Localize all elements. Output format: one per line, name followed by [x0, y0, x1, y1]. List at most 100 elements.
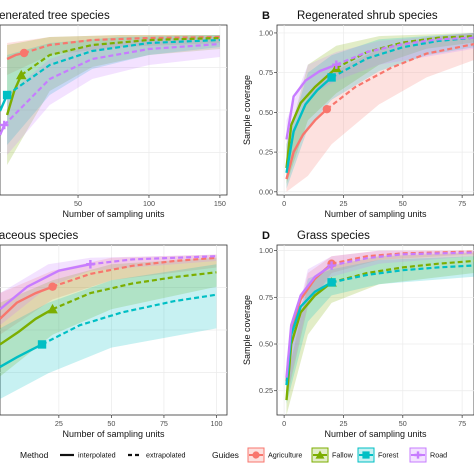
panel-letter: B	[262, 10, 270, 22]
y-axis-label: Sample coverage	[242, 295, 252, 365]
legend-guides-title: Guides	[212, 450, 239, 460]
x-tick-label: 0	[282, 419, 286, 428]
legend-marker-agriculture	[252, 451, 260, 459]
y-tick-label: 0.50	[259, 108, 273, 117]
x-axis-label: Number of sampling units	[62, 209, 165, 219]
x-tick-label: 75	[458, 199, 466, 208]
plot-content	[285, 250, 474, 415]
x-axis-label: Number of sampling units	[62, 429, 165, 439]
x-axis-label: Number of sampling units	[324, 209, 427, 219]
x-tick-label: 25	[339, 199, 347, 208]
legend-extrapolated-label: extrapolated	[146, 451, 186, 460]
legend-marker-forest	[362, 451, 370, 459]
interpolated-line-road	[285, 63, 337, 140]
extrapolated-line-fallow	[52, 271, 217, 311]
extrapolated-line-forest	[331, 36, 474, 79]
x-tick-label: 25	[55, 419, 63, 428]
legend-label-forest: Forest	[378, 451, 398, 460]
interpolated-line-fallow	[0, 308, 54, 346]
confidence-band-agriculture	[0, 254, 217, 335]
extrapolated-line-forest	[6, 38, 220, 96]
extrapolated-line-agriculture	[52, 256, 217, 288]
legend-label-agriculture: Agriculture	[268, 451, 302, 460]
y-tick-label: 0.00	[259, 187, 273, 196]
observed-point-road	[0, 120, 9, 130]
plot-content	[0, 35, 220, 165]
confidence-band-fallow	[286, 252, 474, 415]
plot-content	[0, 254, 217, 399]
interpolated-line-forest	[0, 343, 43, 368]
confidence-band-forest	[7, 35, 220, 145]
panel-b: 0 25 50 75 0.00 0.25 0.50 0.75 1.00 Number of sam…	[242, 10, 474, 219]
panel-title: Grass species	[297, 230, 370, 242]
observed-point-forest	[327, 278, 336, 287]
y-tick-label: 0.50	[259, 340, 273, 349]
confidence-band-forest	[0, 264, 217, 399]
legend-interpolated-label: interpolated	[78, 451, 116, 460]
y-tick-label: 1.00	[259, 246, 273, 255]
extrapolated-line-agriculture	[23, 35, 220, 55]
extrapolated-line-road	[331, 251, 474, 267]
extrapolated-line-fallow	[331, 259, 474, 284]
legend-marker-road	[414, 451, 422, 459]
confidence-band-road	[7, 37, 220, 155]
observed-point-agriculture	[322, 105, 332, 114]
y-axis-label: Sample coverage	[242, 75, 252, 145]
y-tick-label: 1.00	[259, 28, 273, 37]
interpolated-line-forest	[285, 76, 333, 174]
x-axis-label: Number of sampling units	[324, 429, 427, 439]
observed-point-forest	[327, 73, 336, 82]
x-tick-label: 25	[339, 419, 347, 428]
panel-d: 0 25 50 75 0.25 0.50 0.75 1.00 Number of samplin…	[242, 230, 474, 439]
x-tick-label: 150	[214, 199, 226, 208]
x-tick-label: 50	[399, 199, 407, 208]
interpolated-line-fallow	[285, 67, 338, 169]
observed-point-agriculture	[19, 48, 29, 58]
interpolated-line-road	[285, 264, 333, 378]
extrapolated-line-agriculture	[326, 43, 474, 111]
extrapolated-line-forest	[41, 293, 217, 346]
observed-point-fallow	[47, 303, 58, 314]
x-tick-label: 50	[107, 419, 115, 428]
observed-point-forest	[2, 90, 12, 100]
legend-label-road: Road	[430, 451, 447, 460]
confidence-band-agriculture	[286, 32, 474, 192]
legend-marker-fallow	[315, 450, 325, 459]
panel-title: Regenerated shrub species	[297, 10, 438, 22]
y-tick-label: 0.75	[259, 68, 273, 77]
y-tick-label: 0.75	[259, 293, 273, 302]
observed-point-road	[332, 60, 341, 69]
plot-area	[276, 24, 474, 196]
observed-point-fallow	[16, 69, 27, 80]
panel-c: 25 50 75 100 Number of sampling units Herbace…	[0, 230, 228, 439]
gridlines	[0, 25, 227, 195]
panel-title: Regenerated tree species	[0, 10, 110, 22]
confidence-band-fallow	[7, 35, 220, 165]
plot-content	[285, 32, 474, 192]
x-tick-label: 100	[143, 199, 155, 208]
y-tick-label: 0.25	[259, 386, 273, 395]
gridlines	[277, 25, 474, 195]
x-tick-label: 100	[210, 419, 222, 428]
y-tick-label: 0.25	[259, 148, 273, 157]
x-tick-label: 75	[458, 419, 466, 428]
confidence-band-forest	[286, 256, 474, 404]
panel-title: Herbaceous species	[0, 230, 78, 242]
observed-point-road	[327, 261, 336, 270]
interpolated-line-road	[0, 263, 91, 311]
extrapolated-line-forest	[331, 264, 474, 284]
extrapolated-line-road	[3, 42, 220, 126]
observed-point-road	[86, 260, 95, 269]
x-tick-label: 75	[160, 419, 168, 428]
extrapolated-line-road	[90, 255, 217, 266]
panel-a: 50 100 150 Number of sampling units Regenera…	[0, 10, 228, 219]
x-tick-label: 0	[282, 199, 286, 208]
panel-letter: D	[262, 230, 270, 242]
legend: Method interpolated extrapolated Guides Agri…	[20, 447, 447, 463]
legend-label-fallow: Fallow	[332, 451, 354, 460]
x-tick-label: 50	[399, 419, 407, 428]
observed-point-forest	[37, 340, 47, 349]
x-tick-label: 50	[74, 199, 82, 208]
interpolated-line-agriculture	[0, 285, 53, 320]
